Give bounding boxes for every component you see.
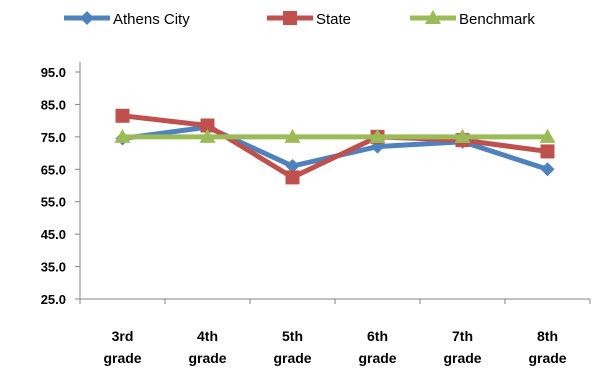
- x-tick-label: 8th grade: [528, 328, 566, 366]
- x-tick-label: 7th grade: [443, 328, 481, 366]
- data-point-benchmark: [284, 128, 301, 143]
- y-tick-label: 35.0: [41, 260, 66, 275]
- series-benchmark: [114, 128, 556, 143]
- data-point-benchmark: [539, 128, 556, 143]
- data-point-benchmark: [454, 128, 471, 143]
- data-point-benchmark: [114, 128, 131, 143]
- series-athens-city: [115, 120, 555, 177]
- data-point-state: [115, 108, 130, 123]
- legend-label-benchmark: Benchmark: [459, 11, 535, 28]
- legend-item-state: State: [267, 11, 351, 28]
- y-tick-label: 75.0: [41, 130, 66, 145]
- y-tick-label: 45.0: [41, 227, 66, 242]
- chart-axes: [75, 62, 591, 304]
- legend-label-state: State: [316, 11, 351, 28]
- x-tick-label: 3rd grade: [103, 328, 141, 366]
- series-layer: [114, 108, 556, 185]
- y-tick-label: 65.0: [41, 162, 66, 177]
- y-tick-label: 85.0: [41, 97, 66, 112]
- data-point-benchmark: [369, 128, 386, 143]
- data-point-state: [540, 144, 555, 159]
- legend-marker-athens-city: [80, 11, 94, 25]
- legend-item-athens-city: Athens City: [64, 11, 190, 28]
- x-tick-label: 4th grade: [188, 328, 226, 366]
- series-line-athens-city: [122, 124, 549, 172]
- x-axis-ticks: 3rd grade 4th grade 5th grade 6th grade 7th grade…: [103, 328, 566, 366]
- y-axis-ticks: 95.0 85.0 75.0 65.0 55.0 45.0 35.0 25.0: [41, 65, 66, 307]
- series-state: [115, 108, 555, 185]
- data-point-benchmark: [199, 128, 216, 143]
- x-tick-label: 5th grade: [273, 328, 311, 366]
- y-tick-label: 55.0: [41, 195, 66, 210]
- data-point-athens-city: [285, 159, 300, 174]
- data-point-state: [285, 170, 300, 185]
- y-tick-label: 95.0: [41, 65, 66, 80]
- y-tick-label: 25.0: [41, 292, 66, 307]
- legend: Athens City State Benchmark: [64, 10, 535, 28]
- data-point-athens-city: [540, 162, 555, 177]
- legend-label-athens-city: Athens City: [113, 11, 190, 28]
- legend-marker-state: [283, 11, 297, 25]
- series-line-state: [122, 113, 548, 180]
- data-point-state: [200, 118, 215, 133]
- legend-item-benchmark: Benchmark: [410, 10, 535, 28]
- x-tick-label: 6th grade: [358, 328, 396, 366]
- legend-marker-benchmark: [425, 10, 441, 24]
